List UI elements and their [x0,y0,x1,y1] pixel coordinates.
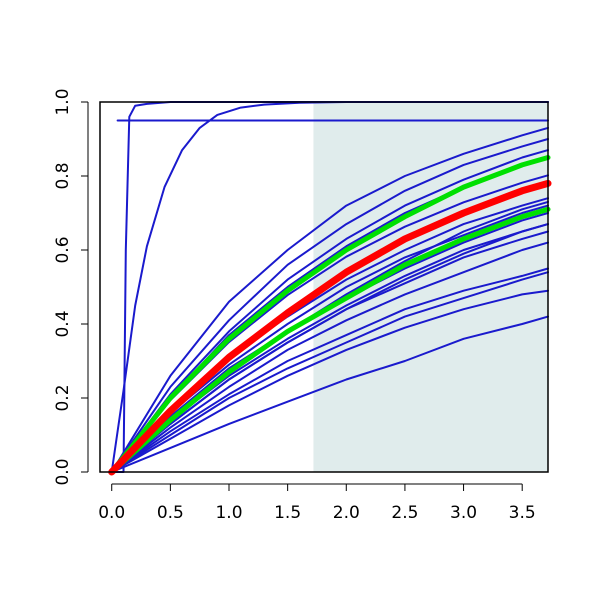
series-line-green-21 [109,206,551,475]
plot-frame [99,101,549,473]
x-tick-label: 2.0 [333,503,360,523]
x-tick-label: 3.5 [509,503,536,523]
shaded-region [313,102,548,472]
series-line-blue-17 [110,315,549,473]
series-line-red-22 [108,179,552,476]
x-tick-label: 1.5 [274,503,301,523]
series-line-blue-14 [110,267,549,473]
y-tick-label: 0.8 [53,162,73,189]
series-line-blue-6 [110,138,549,473]
x-tick-label: 3.0 [450,503,477,523]
x-tick-label: 0.0 [98,503,125,523]
series-line-green-20 [109,155,551,475]
series-group [108,101,552,476]
x-tick-label: 0.5 [157,503,184,523]
series-line-blue-13 [110,241,549,473]
y-axis: 0.0 0.2 0.4 0.6 0.8 1.0 [53,88,89,486]
y-tick-label: 0.6 [53,236,73,263]
x-tick-label: 1.0 [215,503,242,523]
series-line-blue-18 [110,223,549,473]
y-tick-label: 1.0 [53,88,73,115]
series-line-blue-5 [110,149,549,473]
series-line-blue-7 [110,126,549,473]
series-line-blue-16 [110,289,549,473]
y-tick-label: 0.2 [53,384,73,411]
y-tick-label: 0.0 [53,458,73,485]
x-tick-label: 2.5 [391,503,418,523]
series-line-blue-15 [110,271,549,473]
y-tick-label: 0.4 [53,310,73,337]
x-axis: 0.0 0.5 1.0 1.5 2.0 2.5 3.0 3.5 [98,483,536,523]
